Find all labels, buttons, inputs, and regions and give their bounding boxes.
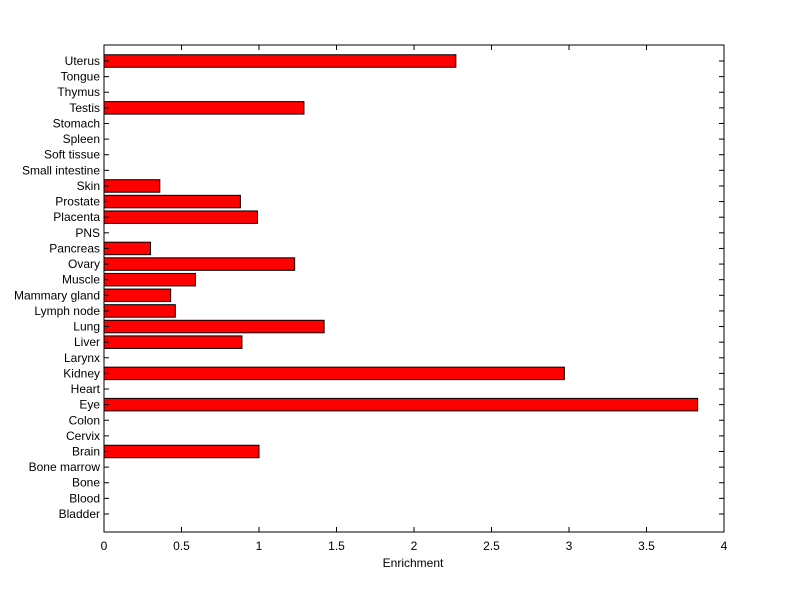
y-tick-label: Liver	[74, 335, 100, 349]
y-tick-label: Eye	[79, 398, 100, 412]
bar-muscle	[103, 272, 196, 287]
x-tick-label: 3.5	[638, 539, 655, 553]
bar-kidney	[103, 366, 565, 381]
x-tick-label: 4	[721, 539, 728, 553]
bar-placenta	[103, 210, 258, 224]
bar-pancreas	[103, 241, 151, 256]
x-axis-ticks: 0 0.5 1 1.5 2 2.5 3 3.5 4	[101, 45, 728, 553]
bar-testis	[103, 101, 305, 115]
bar-ovary	[103, 257, 296, 271]
y-tick-label: Testis	[69, 101, 100, 115]
y-tick-label: Ovary	[68, 257, 100, 271]
bar-brain	[103, 444, 260, 459]
bar-uterus	[103, 54, 457, 68]
y-tick-label: Bone marrow	[29, 460, 101, 474]
x-tick-label: 1.5	[328, 539, 345, 553]
y-tick-label: Blood	[69, 491, 100, 505]
x-tick-label: 0	[101, 539, 108, 553]
y-tick-label: Small intestine	[22, 163, 100, 177]
y-tick-label: Larynx	[64, 351, 100, 365]
x-tick-label: 0.5	[173, 539, 190, 553]
bar-skin	[103, 179, 161, 193]
y-tick-label: Tongue	[61, 70, 101, 84]
y-tick-label: Colon	[69, 413, 100, 427]
y-tick-label: Heart	[71, 382, 101, 396]
y-tick-label: Uterus	[65, 54, 100, 68]
y-tick-label: Placenta	[53, 210, 100, 224]
y-tick-label: Lymph node	[34, 304, 100, 318]
x-axis-label: Enrichment	[383, 556, 444, 570]
bar-liver	[103, 335, 243, 349]
y-tick-label: Bone	[72, 476, 100, 490]
x-tick-label: 2.5	[483, 539, 500, 553]
x-tick-label: 3	[566, 539, 573, 553]
y-tick-label: Bladder	[59, 507, 100, 521]
bar-lung	[103, 319, 325, 334]
bar-lymph-node	[103, 304, 176, 318]
y-tick-label: Lung	[73, 320, 100, 334]
bar-eye	[103, 397, 699, 412]
bar-mammary-gland	[103, 288, 172, 303]
y-tick-label: Mammary gland	[14, 288, 100, 302]
x-tick-label: 2	[411, 539, 418, 553]
y-tick-label: Cervix	[66, 429, 100, 443]
y-tick-label: Spleen	[63, 132, 100, 146]
plot-area	[103, 44, 725, 533]
y-tick-label: Muscle	[62, 273, 100, 287]
y-tick-label: Thymus	[57, 85, 100, 99]
bar-prostate	[103, 194, 241, 209]
y-tick-label: Brain	[72, 445, 100, 459]
y-tick-label: Skin	[77, 179, 100, 193]
y-tick-label: PNS	[75, 226, 100, 240]
y-tick-label: Prostate	[55, 195, 100, 209]
y-tick-label: Pancreas	[49, 241, 100, 255]
y-tick-label: Kidney	[63, 366, 100, 380]
x-tick-label: 1	[256, 539, 263, 553]
y-tick-label: Stomach	[53, 116, 100, 130]
y-tick-label: Soft tissue	[44, 148, 100, 162]
